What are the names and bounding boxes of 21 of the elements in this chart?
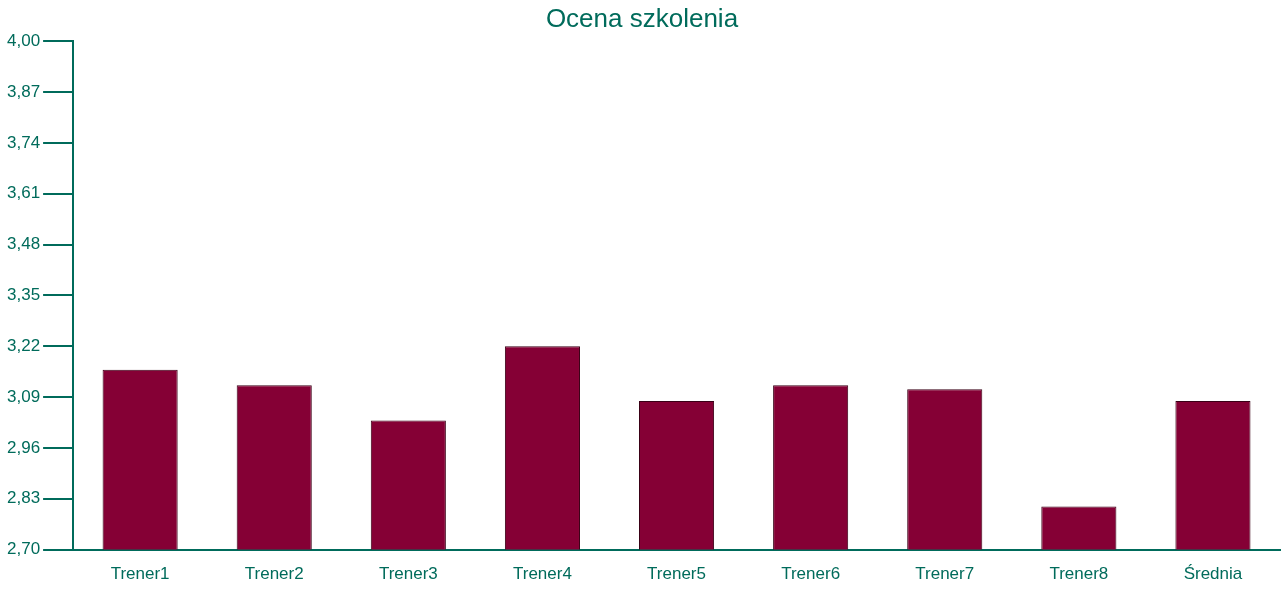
x-tick-label: Trener6 bbox=[781, 564, 841, 584]
x-tick-label: Średnia bbox=[1183, 564, 1243, 584]
x-tick-label: Trener2 bbox=[244, 564, 304, 584]
y-tick-label: 4,00 bbox=[6, 30, 41, 50]
x-tick-label: Trener8 bbox=[1049, 564, 1109, 584]
y-tick-label: 2,96 bbox=[6, 437, 41, 457]
y-tick-label: 3,48 bbox=[6, 234, 41, 254]
y-tick-label: 2,83 bbox=[6, 488, 41, 508]
x-tick-label: Trener1 bbox=[110, 564, 170, 584]
y-tick-label: 3,61 bbox=[6, 183, 41, 203]
chart-title: Ocena szkolenia bbox=[545, 2, 739, 33]
y-tick-label: 2,70 bbox=[6, 539, 41, 559]
y-tick-label: 3,74 bbox=[6, 132, 41, 152]
y-tick-label: 3,09 bbox=[6, 386, 41, 406]
x-tick-label: Trener3 bbox=[378, 564, 438, 584]
x-tick-label: Trener7 bbox=[915, 564, 975, 584]
x-tick-label: Trener5 bbox=[647, 564, 706, 584]
y-tick-label: 3,22 bbox=[6, 335, 41, 355]
x-tick-label: Trener4 bbox=[512, 564, 572, 584]
y-tick-label: 3,87 bbox=[6, 81, 41, 101]
y-tick-label: 3,35 bbox=[6, 285, 41, 305]
